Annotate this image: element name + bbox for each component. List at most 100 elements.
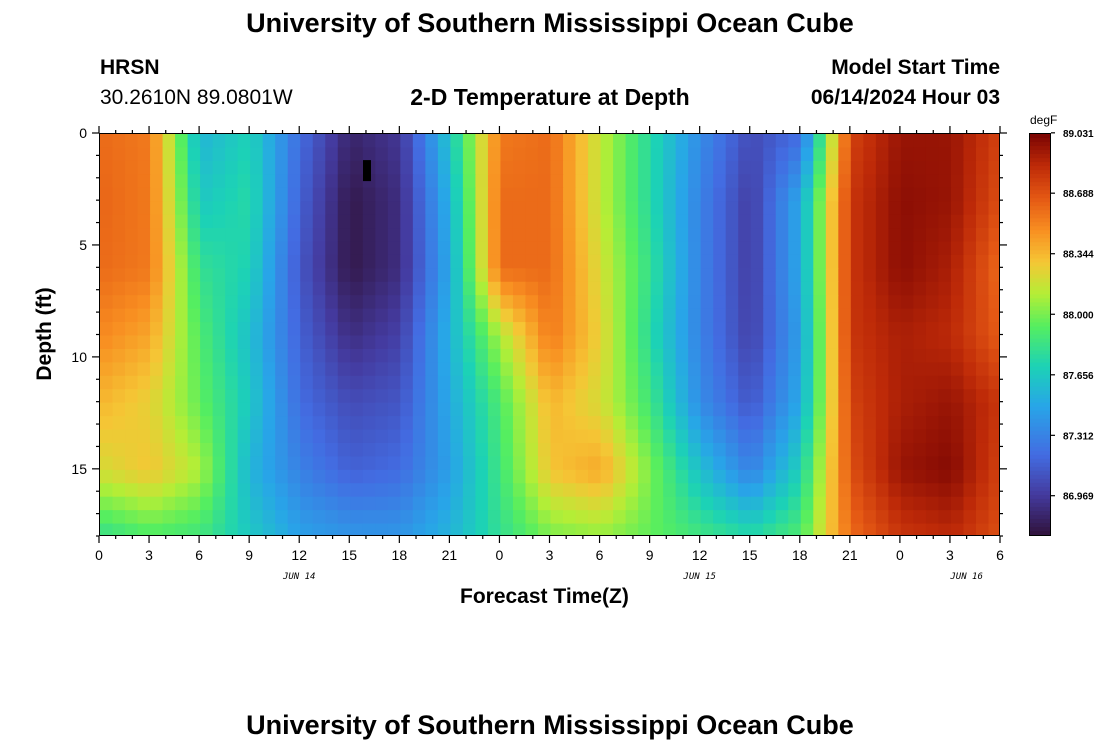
heatmap-cell (613, 335, 627, 350)
heatmap-cell (788, 254, 802, 269)
heatmap-cell (337, 416, 351, 431)
heatmap-cell (788, 174, 802, 189)
y-tick-label: 0 (79, 125, 87, 141)
heatmap-cell (187, 187, 201, 202)
heatmap-cell (600, 201, 614, 216)
heatmap-cell (625, 214, 639, 229)
heatmap-cell (725, 174, 739, 189)
heatmap-cell (675, 241, 689, 256)
x-date-label: JUN 15 (682, 572, 716, 582)
heatmap-cell (838, 348, 852, 363)
heatmap-cell (487, 416, 502, 431)
heatmap-cell (813, 295, 827, 310)
heatmap-cell (412, 335, 426, 350)
heatmap-cell (875, 254, 889, 269)
heatmap-cell (938, 201, 952, 216)
heatmap-cell (938, 402, 952, 417)
heatmap-cell (675, 147, 689, 162)
heatmap-cell (738, 389, 752, 404)
heatmap-cell (788, 456, 802, 471)
heatmap-cell (212, 442, 226, 457)
heatmap-cell (537, 456, 552, 471)
heatmap-cell (337, 295, 351, 310)
heatmap-cell (950, 442, 965, 457)
heatmap-cell (487, 469, 502, 484)
heatmap-cell (375, 348, 389, 363)
heatmap-cell (900, 268, 914, 283)
heatmap-cell (563, 254, 577, 269)
heatmap-cell (800, 308, 814, 323)
data-marker (363, 160, 371, 182)
heatmap-cell (425, 187, 439, 202)
colorbar-segment (1030, 306, 1050, 312)
heatmap-cell (913, 281, 927, 296)
heatmap-cell (325, 496, 339, 511)
heatmap-cell (100, 241, 114, 256)
heatmap-cell (838, 375, 852, 390)
heatmap-cell (925, 362, 940, 377)
heatmap-cell (100, 295, 114, 310)
heatmap-cell (387, 281, 401, 296)
heatmap-cell (162, 268, 176, 283)
heatmap-cell (900, 375, 914, 390)
heatmap-cell (287, 160, 301, 175)
heatmap-cell (412, 187, 426, 202)
heatmap-cell (400, 362, 414, 377)
heatmap-cell (262, 523, 276, 535)
heatmap-cell (688, 429, 702, 444)
heatmap-cell (675, 174, 689, 189)
colorbar-segment (1030, 226, 1050, 231)
heatmap-cell (963, 402, 977, 417)
heatmap-cell (200, 134, 214, 149)
heatmap-cell (563, 214, 577, 229)
heatmap-cell (212, 174, 226, 189)
heatmap-cell (775, 375, 789, 390)
heatmap-cell (838, 308, 852, 323)
heatmap-cell (425, 281, 439, 296)
heatmap-cell (100, 308, 114, 323)
heatmap-cell (988, 442, 999, 457)
heatmap-cell (950, 147, 965, 162)
heatmap-cell (638, 469, 652, 484)
heatmap-cell (325, 375, 339, 390)
heatmap-cell (950, 496, 965, 511)
heatmap-cell (775, 228, 789, 243)
heatmap-cell (813, 147, 827, 162)
heatmap-cell (137, 402, 151, 417)
heatmap-cell (688, 335, 702, 350)
heatmap-cell (600, 416, 614, 431)
heatmap-cell (700, 160, 714, 175)
colorbar-segment (1030, 318, 1050, 324)
heatmap-cell (537, 134, 552, 149)
heatmap-cell (900, 335, 914, 350)
heatmap-cell (925, 348, 940, 363)
heatmap-cell (250, 456, 264, 471)
heatmap-cell (913, 416, 927, 431)
heatmap-cell (675, 483, 689, 498)
heatmap-cell (275, 268, 289, 283)
heatmap-cell (112, 134, 126, 149)
x-tick-label: 18 (792, 547, 808, 563)
heatmap-cell (563, 456, 577, 471)
heatmap-cell (512, 429, 527, 444)
heatmap-cell (763, 483, 777, 498)
heatmap-cell (888, 442, 902, 457)
heatmap-cell (212, 295, 226, 310)
heatmap-cell (838, 322, 852, 337)
heatmap-cell (525, 228, 539, 243)
heatmap-cell (588, 241, 602, 256)
heatmap-cell (763, 308, 777, 323)
heatmap-cell (700, 442, 714, 457)
heatmap-cell (137, 510, 151, 525)
heatmap-cell (988, 416, 999, 431)
heatmap-cell (475, 389, 489, 404)
heatmap-cell (713, 523, 727, 535)
heatmap-cell (913, 295, 927, 310)
heatmap-cell (275, 523, 289, 535)
heatmap-cell (387, 268, 401, 283)
heatmap-cell (212, 348, 226, 363)
heatmap-cell (938, 375, 952, 390)
heatmap-cell (850, 187, 864, 202)
heatmap-cell (250, 483, 264, 498)
heatmap-cell (262, 281, 276, 296)
